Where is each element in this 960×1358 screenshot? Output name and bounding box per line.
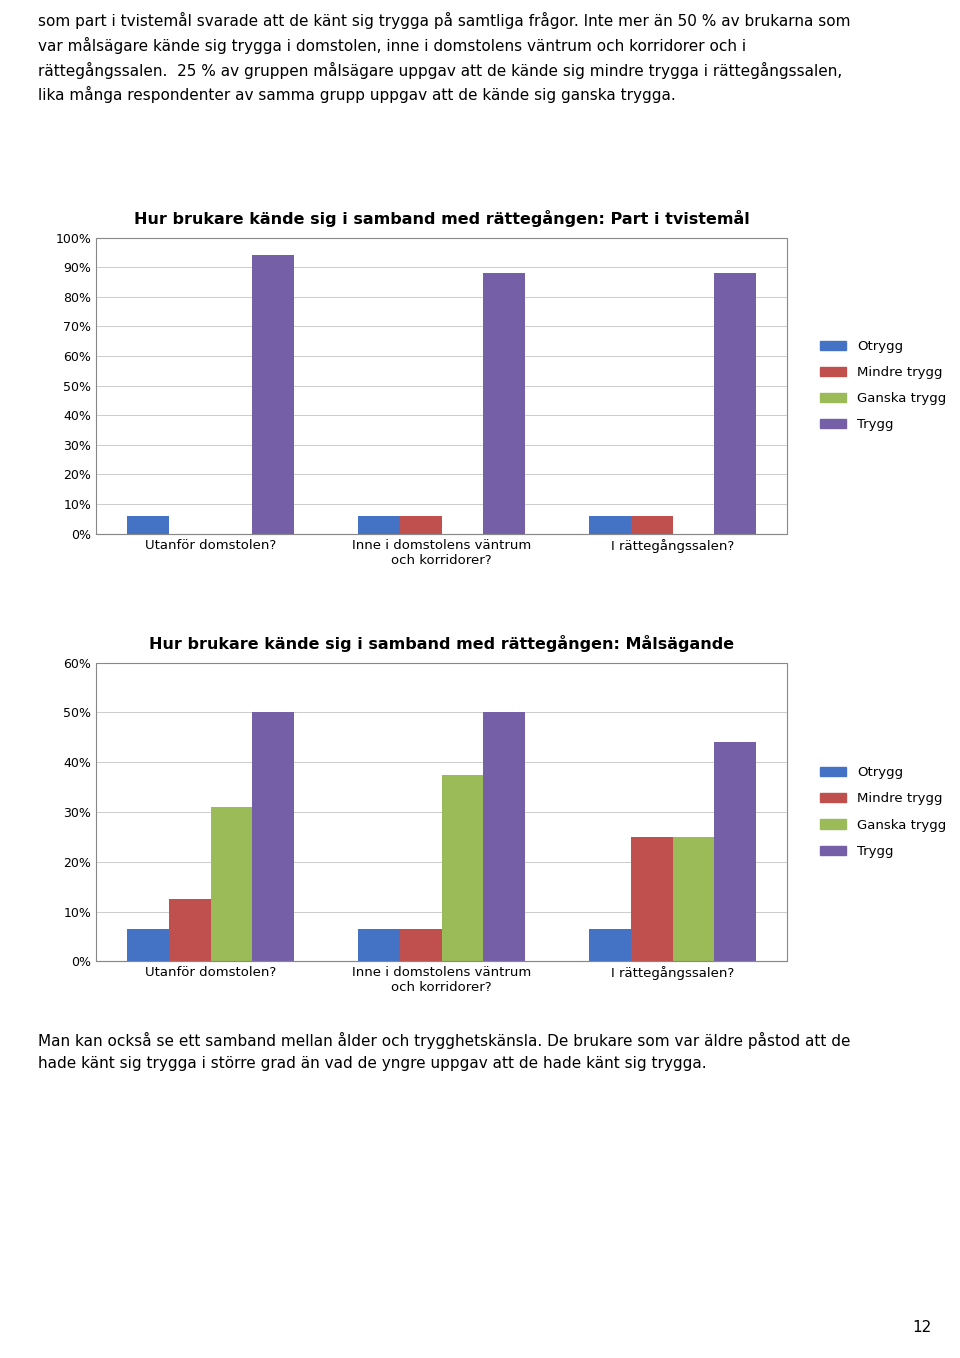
Title: Hur brukare kände sig i samband med rättegången: Målsägande: Hur brukare kände sig i samband med rätt… (149, 634, 734, 652)
Title: Hur brukare kände sig i samband med rättegången: Part i tvistemål: Hur brukare kände sig i samband med rätt… (133, 209, 750, 227)
Bar (714, 273, 756, 534)
Legend: Otrygg, Mindre trygg, Ganska trygg, Trygg: Otrygg, Mindre trygg, Ganska trygg, Tryg… (814, 760, 951, 864)
Legend: Otrygg, Mindre trygg, Ganska trygg, Trygg: Otrygg, Mindre trygg, Ganska trygg, Tryg… (814, 334, 951, 437)
Bar (631, 516, 673, 534)
Text: 12: 12 (912, 1320, 931, 1335)
Text: som part i tvistemål svarade att de känt sig trygga på samtliga frågor. Inte mer: som part i tvistemål svarade att de känt… (38, 12, 851, 103)
Bar (714, 743, 756, 961)
Bar (400, 929, 442, 961)
Bar (358, 516, 400, 534)
Bar (589, 929, 631, 961)
Bar (358, 929, 400, 961)
Bar (483, 273, 525, 534)
Bar (210, 807, 252, 961)
Bar (631, 837, 673, 961)
Text: Man kan också se ett samband mellan ålder och trygghetskänsla. De brukare som va: Man kan också se ett samband mellan ålde… (38, 1032, 851, 1070)
Bar (128, 929, 169, 961)
Bar (673, 837, 714, 961)
Bar (169, 899, 210, 961)
Bar (128, 516, 169, 534)
Bar (400, 516, 442, 534)
Bar (483, 713, 525, 961)
Bar (252, 255, 294, 534)
Bar (442, 774, 483, 961)
Bar (589, 516, 631, 534)
Bar (252, 713, 294, 961)
